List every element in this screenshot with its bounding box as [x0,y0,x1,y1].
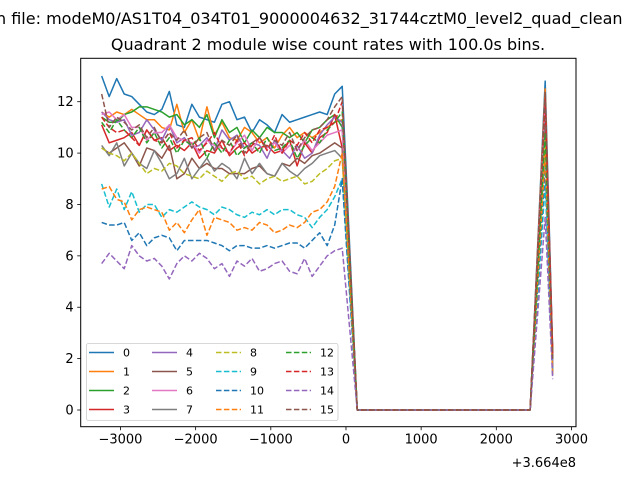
legend-item-3: 3 [89,404,130,417]
y-axis: 0 2 4 6 8 10 12 [57,95,81,419]
legend-label: 13 [320,366,334,379]
legend-label: 12 [320,347,334,360]
legend-item-13: 13 [286,366,334,379]
legend-label: 3 [123,404,130,417]
legend-label: 8 [250,347,257,360]
legend-item-10: 10 [216,385,264,398]
legend-item-2: 2 [89,385,130,398]
legend-label: 10 [250,385,264,398]
y-tick-label: 6 [65,249,73,264]
legend-item-12: 12 [286,347,334,360]
legend-box [86,343,339,421]
legend-label: 6 [186,385,193,398]
series-line-11 [101,152,554,411]
y-tick-label: 8 [65,198,73,213]
y-tick-label: 0 [65,404,73,419]
series-line-9 [100,178,554,411]
x-tick-label: 2000 [480,433,513,448]
axes-frame [80,57,577,428]
x-tick-label: −3000 [98,433,142,448]
legend-label: 5 [186,366,193,379]
legend-item-14: 14 [286,385,334,398]
legend-label: 14 [320,385,334,398]
y-tick-label: 10 [57,147,74,162]
figure-suptitle: n file: modeM0/AS1T04_034T01_9000004632_… [0,9,623,29]
legend-label: 0 [123,347,130,360]
legend-label: 11 [250,404,264,417]
legend-item-8: 8 [216,347,257,360]
legend-item-1: 1 [89,366,130,379]
legend-item-11: 11 [216,404,264,417]
legend-item-4: 4 [152,347,193,360]
series-line-15 [100,90,554,411]
x-offset-label: +3.664e8 [512,456,576,471]
x-axis: −3000 −2000 −1000 0 1000 2000 3000 [98,426,588,448]
y-tick-label: 4 [65,301,73,316]
legend-item-7: 7 [152,404,193,417]
legend-item-0: 0 [89,347,130,360]
legend-label: 1 [123,366,130,379]
legend-item-5: 5 [152,366,193,379]
x-tick-label: 3000 [555,433,588,448]
y-tick-label: 12 [57,95,74,110]
legend-label: 9 [250,366,257,379]
x-tick-label: −2000 [174,433,218,448]
legend-label: 4 [186,347,193,360]
legend-item-6: 6 [152,385,193,398]
x-tick-label: 0 [342,433,350,448]
series-layer [100,75,554,411]
legend-label: 7 [186,404,193,417]
chart-title: Quadrant 2 module wise count rates with … [111,35,545,54]
legend-label: 15 [320,404,334,417]
legend-item-9: 9 [216,366,257,379]
y-tick-label: 2 [65,352,73,367]
x-tick-label: −1000 [249,433,293,448]
legend-label: 2 [123,385,130,398]
series-line-10 [101,165,554,411]
legend-item-15: 15 [286,404,334,417]
x-tick-label: 1000 [405,433,438,448]
